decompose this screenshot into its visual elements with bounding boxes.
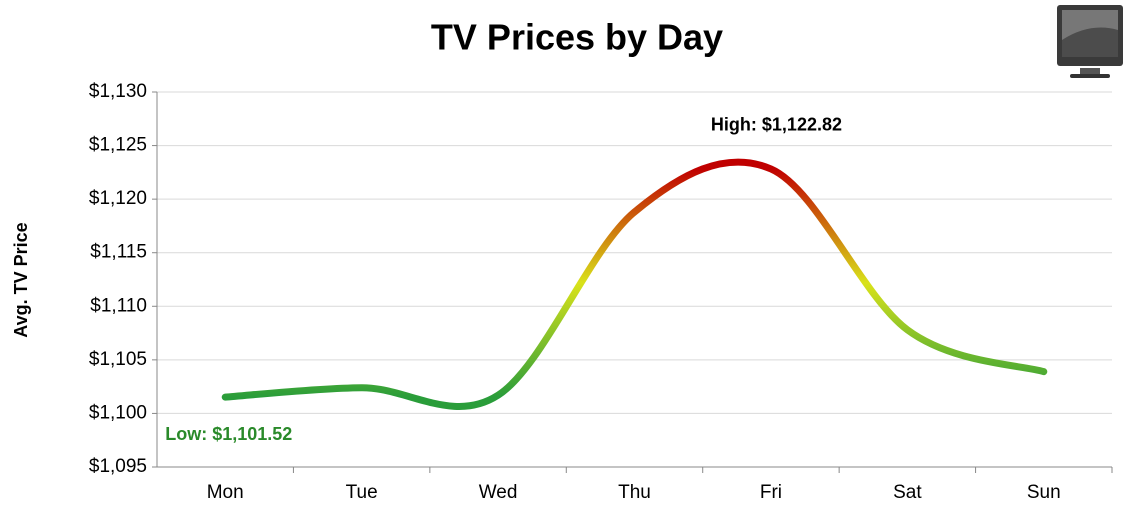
x-tick-label: Thu [618,482,651,503]
x-tick-label: Tue [346,482,378,503]
x-tick-label: Sat [893,482,922,503]
y-tick-label: $1,105 [89,349,147,370]
annotation: Low: $1,101.52 [165,424,292,444]
line-series [221,158,1048,410]
x-tick-label: Mon [207,482,244,503]
y-axis-label: Avg. TV Price [11,222,31,337]
x-tick-label: Sun [1027,482,1061,503]
x-tick-label: Fri [760,482,782,503]
y-tick-label: $1,115 [90,242,147,263]
y-tick-label: $1,100 [89,402,147,423]
y-tick-label: $1,110 [90,295,147,316]
y-tick-label: $1,120 [89,188,147,209]
y-tick-label: $1,095 [89,456,147,477]
annotation: High: $1,122.82 [711,115,842,135]
tv-icon [1057,5,1123,78]
y-tick-label: $1,125 [89,135,147,156]
chart-title: TV Prices by Day [431,17,723,58]
y-tick-label: $1,130 [89,81,147,102]
x-tick-label: Wed [479,482,518,503]
